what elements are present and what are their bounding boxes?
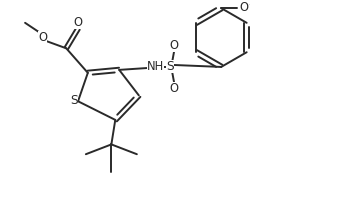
Text: NH: NH xyxy=(147,60,164,74)
Text: O: O xyxy=(73,16,82,29)
Text: S: S xyxy=(166,60,174,74)
Text: O: O xyxy=(170,39,179,52)
Text: O: O xyxy=(38,31,47,44)
Text: S: S xyxy=(70,94,78,107)
Text: O: O xyxy=(240,1,249,14)
Text: O: O xyxy=(170,82,179,95)
